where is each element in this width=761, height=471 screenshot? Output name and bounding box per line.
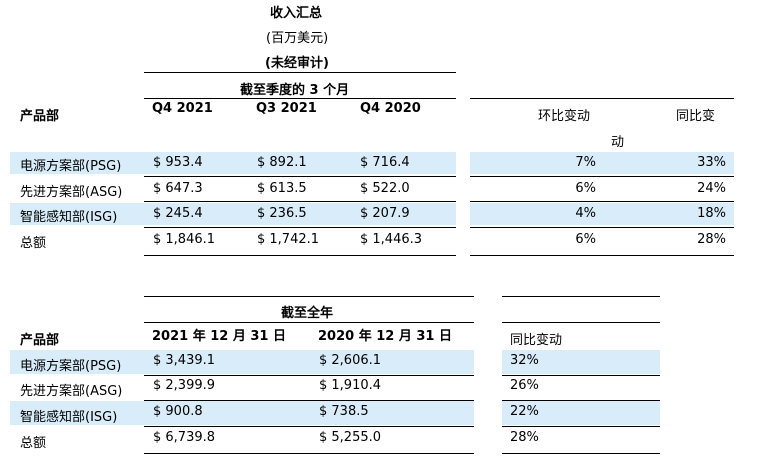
cell-value: $ 1,742.1 bbox=[257, 232, 320, 247]
row-highlight bbox=[10, 401, 474, 425]
column-header: 2020 年 12 月 31 日 bbox=[318, 329, 452, 344]
divider bbox=[144, 227, 456, 228]
row-highlight bbox=[470, 152, 734, 174]
cell-value: $ 522.0 bbox=[360, 181, 410, 196]
yoy-value: 26% bbox=[510, 378, 539, 393]
cell-value: $ 6,739.8 bbox=[153, 430, 216, 445]
divider bbox=[502, 453, 660, 454]
cell-value: $ 236.5 bbox=[257, 206, 307, 221]
cell-value: $ 5,255.0 bbox=[319, 430, 382, 445]
cell-value: $ 3,439.1 bbox=[153, 353, 216, 368]
column-header: Q4 2021 bbox=[152, 101, 213, 116]
cell-value: $ 2,399.9 bbox=[153, 378, 216, 393]
column-header: Q4 2020 bbox=[360, 101, 421, 116]
divider bbox=[502, 400, 660, 401]
row-highlight bbox=[502, 401, 660, 425]
cell-value: $ 953.4 bbox=[153, 155, 203, 170]
row-label: 智能感知部(ISG) bbox=[20, 410, 118, 425]
cell-value: $ 900.8 bbox=[153, 404, 203, 419]
column-header: Q3 2021 bbox=[256, 101, 317, 116]
row-highlight bbox=[10, 152, 456, 174]
qoq-value: 4% bbox=[575, 206, 596, 221]
row-label: 智能感知部(ISG) bbox=[20, 210, 118, 225]
qoq-value: 6% bbox=[575, 181, 596, 196]
divider bbox=[144, 72, 456, 73]
divider bbox=[144, 201, 456, 202]
row-highlight bbox=[470, 203, 734, 225]
yoy-value: 28% bbox=[510, 430, 539, 445]
divider bbox=[144, 296, 474, 297]
divider bbox=[144, 322, 474, 323]
row-header: 产品部 bbox=[20, 109, 60, 124]
cell-value: $ 613.5 bbox=[257, 181, 307, 196]
divider bbox=[470, 176, 734, 177]
divider bbox=[144, 375, 474, 376]
row-label: 电源方案部(PSG) bbox=[20, 359, 122, 374]
quarterly-period-label: 截至季度的 3 个月 bbox=[240, 83, 350, 98]
yoy-value: 33% bbox=[697, 155, 726, 170]
yoy-value: 18% bbox=[697, 206, 726, 221]
divider bbox=[470, 98, 734, 99]
row-label: 电源方案部(PSG) bbox=[20, 159, 122, 174]
unit-label: (百万美元) bbox=[266, 31, 329, 46]
row-highlight bbox=[502, 350, 660, 374]
cell-value: $ 245.4 bbox=[153, 206, 203, 221]
cell-value: $ 1,846.1 bbox=[153, 232, 216, 247]
yoy-value: 28% bbox=[697, 232, 726, 247]
cell-value: $ 738.5 bbox=[319, 404, 369, 419]
cell-value: $ 647.3 bbox=[153, 181, 203, 196]
row-highlight bbox=[10, 350, 474, 374]
cell-value: $ 2,606.1 bbox=[319, 353, 382, 368]
row-label: 总额 bbox=[20, 436, 47, 451]
divider bbox=[502, 322, 660, 323]
yoy-header-wrap: 动 bbox=[611, 135, 625, 150]
row-label: 先进方案部(ASG) bbox=[20, 384, 123, 399]
cell-value: $ 207.9 bbox=[360, 206, 410, 221]
yoy-header: 同比变 bbox=[676, 109, 716, 124]
divider bbox=[144, 176, 456, 177]
yoy-value: 32% bbox=[510, 353, 539, 368]
qoq-header: 环比变动 bbox=[538, 109, 591, 124]
cell-value: $ 1,910.4 bbox=[319, 378, 382, 393]
qoq-value: 6% bbox=[575, 232, 596, 247]
divider bbox=[470, 227, 734, 228]
divider bbox=[144, 98, 456, 99]
yoy-value: 24% bbox=[697, 181, 726, 196]
cell-value: $ 892.1 bbox=[257, 155, 307, 170]
divider bbox=[144, 453, 474, 454]
cell-value: $ 716.4 bbox=[360, 155, 410, 170]
yoy-header: 同比变动 bbox=[510, 333, 563, 348]
divider bbox=[144, 400, 474, 401]
page-title: 收入汇总 bbox=[270, 6, 323, 21]
divider bbox=[144, 426, 474, 427]
divider bbox=[502, 426, 660, 427]
qoq-value: 7% bbox=[575, 155, 596, 170]
row-highlight bbox=[10, 203, 456, 225]
row-label: 总额 bbox=[20, 236, 47, 251]
row-header: 产品部 bbox=[20, 333, 60, 348]
audit-note: (未经审计) bbox=[265, 56, 329, 71]
divider bbox=[144, 255, 456, 256]
divider bbox=[502, 296, 660, 297]
row-label: 先进方案部(ASG) bbox=[20, 185, 123, 200]
divider bbox=[470, 201, 734, 202]
divider bbox=[502, 375, 660, 376]
column-header: 2021 年 12 月 31 日 bbox=[152, 329, 286, 344]
annual-period-label: 截至全年 bbox=[281, 306, 334, 321]
cell-value: $ 1,446.3 bbox=[360, 232, 423, 247]
divider bbox=[470, 255, 734, 256]
yoy-value: 22% bbox=[510, 404, 539, 419]
